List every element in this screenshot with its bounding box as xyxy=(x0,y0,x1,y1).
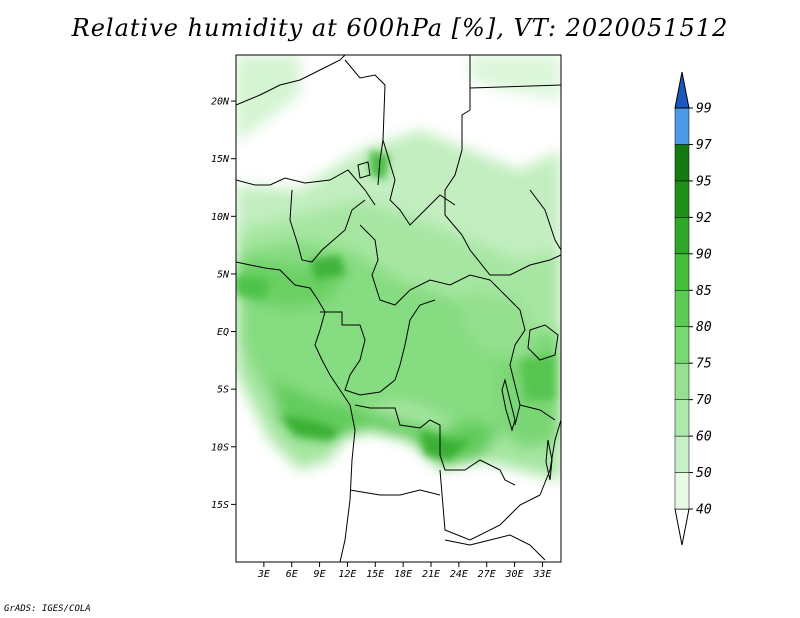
lat-tick-label: 5N xyxy=(217,269,230,280)
lake-chad xyxy=(357,161,371,179)
colorbar-label: 99 xyxy=(696,102,712,117)
colorbar-label: 60 xyxy=(696,430,712,445)
colorbar-bin xyxy=(674,472,690,510)
border-niger-libya xyxy=(344,59,386,186)
lon-tick-label: 3E xyxy=(257,569,270,580)
lon-tick-label: 12E xyxy=(338,569,356,580)
colorbar-label: 70 xyxy=(696,393,712,408)
colorbar-bin xyxy=(674,253,690,291)
humidity-core-angola xyxy=(280,415,340,440)
border-egypt-north xyxy=(469,84,561,89)
lon-tick-label: 24E xyxy=(450,569,468,580)
border-niger-nigeria xyxy=(236,169,376,206)
colorbar-label: 92 xyxy=(696,211,712,226)
colorbar-label: 75 xyxy=(696,357,712,372)
humidity-area-north xyxy=(236,55,300,150)
colorbar-bin xyxy=(674,435,690,473)
longitude-axis: 3E 6E 9E 12E 15E 18E 21E 24E 27E 30E 33E xyxy=(257,562,551,580)
lat-tick-label: 10S xyxy=(211,442,229,453)
latitude-axis: 20N 15N 10N 5N EQ 5S 10S 15S xyxy=(211,97,236,511)
credit-label: GrADS: IGES/COLA xyxy=(4,604,91,614)
colorbar-label: 50 xyxy=(696,466,712,481)
humidity-core-coast xyxy=(236,275,270,300)
colorbar-bin xyxy=(674,290,690,327)
border-chad-sudan xyxy=(382,139,456,226)
lon-tick-label: 33E xyxy=(532,569,551,580)
border-drc-east xyxy=(489,279,526,426)
lat-tick-label: 15S xyxy=(211,500,229,511)
border-car-north xyxy=(359,224,491,306)
lat-tick-label: 20N xyxy=(211,97,230,108)
border-nigeria-cameroon xyxy=(289,189,366,263)
border-egypt-sudan xyxy=(444,55,471,215)
colorbar-label: 97 xyxy=(696,138,712,153)
lat-tick-label: EQ xyxy=(217,327,229,338)
humidity-area-lakes xyxy=(460,290,540,360)
lat-tick-label: 5S xyxy=(217,385,229,396)
lon-tick-label: 21E xyxy=(422,569,440,580)
border-angola-namibia xyxy=(349,489,441,496)
border-drc-south xyxy=(354,404,516,486)
colorbar-label: 85 xyxy=(696,284,712,299)
lon-tick-label: 18E xyxy=(394,569,412,580)
border-mali-niger xyxy=(236,55,346,106)
colorbar-overflow-triangle xyxy=(674,71,690,109)
lon-tick-label: 27E xyxy=(478,569,496,580)
humidity-area-northeast xyxy=(470,55,561,100)
colorbar-bin xyxy=(674,107,690,145)
colorbar-bin xyxy=(674,144,690,182)
border-ethiopia xyxy=(529,189,561,251)
lon-tick-label: 30E xyxy=(505,569,524,580)
colorbar-bin xyxy=(674,399,690,437)
humidity-core-zambia xyxy=(420,430,470,460)
border-sudan-south xyxy=(444,214,561,276)
colorbar-bin xyxy=(674,217,690,255)
border-tanzania xyxy=(519,404,556,421)
border-south xyxy=(444,534,546,561)
lon-tick-label: 6E xyxy=(286,569,298,580)
lon-tick-label: 9E xyxy=(314,569,326,580)
border-gabon-congo xyxy=(320,299,436,396)
border-zambia xyxy=(439,469,541,541)
colorbar-underflow-triangle xyxy=(674,508,690,546)
country-borders xyxy=(236,55,561,562)
humidity-field xyxy=(236,55,561,562)
lake-victoria xyxy=(527,324,559,361)
humidity-core-east xyxy=(520,355,555,400)
humidity-core-cameroon xyxy=(310,255,345,280)
map-frame xyxy=(235,54,562,563)
colorbar-label: 40 xyxy=(696,503,712,518)
colorbar: 40 50 60 70 75 80 85 90 92 95 97 99 xyxy=(674,71,712,546)
colorbar-bin xyxy=(674,180,690,218)
colorbar-label: 90 xyxy=(696,247,712,262)
lake-tanganyika xyxy=(501,378,516,432)
colorbar-label: 95 xyxy=(696,174,712,189)
lat-tick-label: 10N xyxy=(211,212,230,223)
colorbar-label: 80 xyxy=(696,320,712,335)
colorbar-bin xyxy=(674,326,690,364)
lon-tick-label: 15E xyxy=(366,569,384,580)
coastline-west-africa xyxy=(236,261,356,562)
border-mozambique xyxy=(539,419,561,496)
chart-title: Relative humidity at 600hPa [%], VT: 202… xyxy=(71,14,729,42)
lake-malawi xyxy=(545,439,553,481)
lat-tick-label: 15N xyxy=(211,154,230,165)
colorbar-bin xyxy=(674,362,690,400)
